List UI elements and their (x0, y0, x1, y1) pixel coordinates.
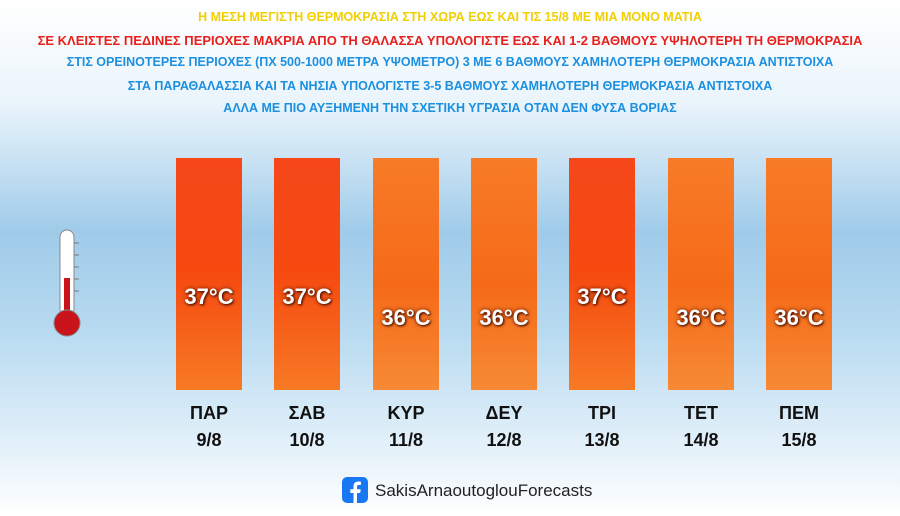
day-name: ΤΡΙ (587, 403, 616, 423)
temperature: 37°C (184, 284, 234, 309)
temperature: 36°C (381, 305, 431, 330)
day-bar (569, 158, 635, 390)
header-line: ΣΕ ΚΛΕΙΣΤΕΣ ΠΕΔΙΝΕΣ ΠΕΡΙΟΧΕΣ ΜΑΚΡΙΑ ΑΠΟ … (37, 33, 863, 48)
day-date: 11/8 (388, 430, 424, 450)
temperature: 36°C (774, 305, 824, 330)
temperature: 36°C (479, 305, 529, 330)
day-bar (766, 158, 832, 390)
day-bar (176, 158, 242, 390)
day-name: ΠΑΡ (189, 403, 228, 423)
temperature: 36°C (676, 305, 726, 330)
temperature: 37°C (577, 284, 627, 309)
day-date: 9/8 (196, 430, 222, 450)
day-bar (668, 158, 734, 390)
day-bar (373, 158, 439, 390)
thermometer-icon (53, 229, 81, 337)
day-name: ΤΕΤ (684, 403, 718, 423)
day-date: 14/8 (683, 430, 719, 450)
day-date: 10/8 (289, 430, 325, 450)
temperature: 37°C (282, 284, 332, 309)
day-date: 13/8 (584, 430, 620, 450)
facebook-icon (342, 477, 368, 503)
day-date: 12/8 (486, 430, 522, 450)
header-line: ΣΤΑ ΠΑΡΑΘΑΛΑΣΣΙΑ ΚΑΙ ΤΑ ΝΗΣΙΑ ΥΠΟΛΟΓΙΣΤΕ… (127, 79, 773, 93)
day-bar (471, 158, 537, 390)
footer-text: SakisArnaoutoglouForecasts (375, 481, 593, 500)
day-name: ΠΕΜ (779, 403, 819, 423)
header-line: ΣΤΙΣ ΟΡΕΙΝΟΤΕΡΕΣ ΠΕΡΙΟΧΕΣ (ΠΧ 500-1000 Μ… (66, 55, 834, 69)
header-line: ΑΛΛΑ ΜΕ ΠΙΟ ΑΥΞΗΜΕΝΗ ΤΗΝ ΣΧΕΤΙΚΗ ΥΓΡΑΣΙΑ… (223, 101, 677, 115)
header-line: Η ΜΕΣΗ ΜΕΓΙΣΤΗ ΘΕΡΜΟΚΡΑΣΙΑ ΣΤΗ ΧΩΡΑ ΕΩΣ … (198, 10, 702, 24)
day-name: ΣΑΒ (288, 403, 326, 423)
day-name: ΚΥΡ (387, 403, 425, 423)
day-bar (274, 158, 340, 390)
day-name: ΔΕΥ (485, 403, 523, 423)
day-date: 15/8 (781, 430, 817, 450)
